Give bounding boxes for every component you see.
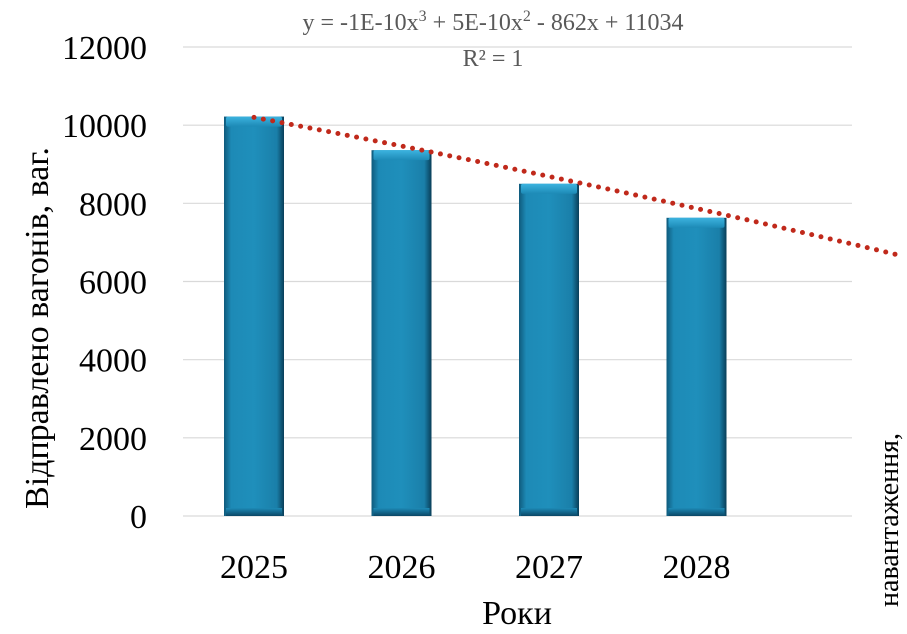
trendline xyxy=(251,114,906,259)
x-tick-label: 2026 xyxy=(368,549,436,586)
y-tick-label: 8000 xyxy=(79,186,147,223)
y-tick-label: 10000 xyxy=(62,108,147,145)
trendline-path xyxy=(251,114,906,259)
bar xyxy=(224,116,284,517)
x-axis-title: Роки xyxy=(482,595,552,632)
y-tick-label: 2000 xyxy=(79,421,147,458)
y-tick-label: 4000 xyxy=(79,343,147,380)
y-tick-label: 6000 xyxy=(79,265,147,302)
trendline-r2: R² = 1 xyxy=(463,46,524,72)
y-tick-label: 0 xyxy=(130,499,147,536)
y-tick-label: 12000 xyxy=(62,30,147,67)
x-tick-label: 2027 xyxy=(515,549,583,586)
bars xyxy=(224,116,727,517)
x-axis-ticks: 2025 2026 2027 2028 xyxy=(220,549,731,586)
y-axis-title: Відправлено вагонів, ваг. xyxy=(19,147,56,509)
bar xyxy=(519,183,579,516)
x-tick-label: 2028 xyxy=(663,549,731,586)
side-axis-label: навантаження, xyxy=(874,433,905,607)
bar xyxy=(371,150,432,516)
trendline-equation: y = -1E-10x3 + 5E-10x2 - 862x + 11034 xyxy=(302,8,683,36)
bar xyxy=(666,217,727,516)
x-tick-label: 2025 xyxy=(220,549,288,586)
y-axis-ticks: 0 2000 4000 6000 8000 10000 12000 xyxy=(62,30,147,536)
gridlines xyxy=(183,46,852,517)
